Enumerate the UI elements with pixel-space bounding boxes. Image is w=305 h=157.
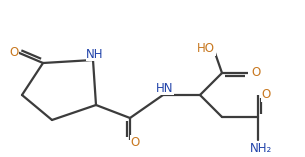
Text: HO: HO	[197, 43, 215, 56]
Text: NH: NH	[86, 48, 104, 60]
Text: NH₂: NH₂	[250, 141, 272, 154]
Text: O: O	[261, 89, 271, 101]
Text: O: O	[251, 67, 261, 79]
Text: O: O	[9, 46, 19, 60]
Text: O: O	[130, 135, 140, 149]
Text: HN: HN	[156, 81, 174, 95]
